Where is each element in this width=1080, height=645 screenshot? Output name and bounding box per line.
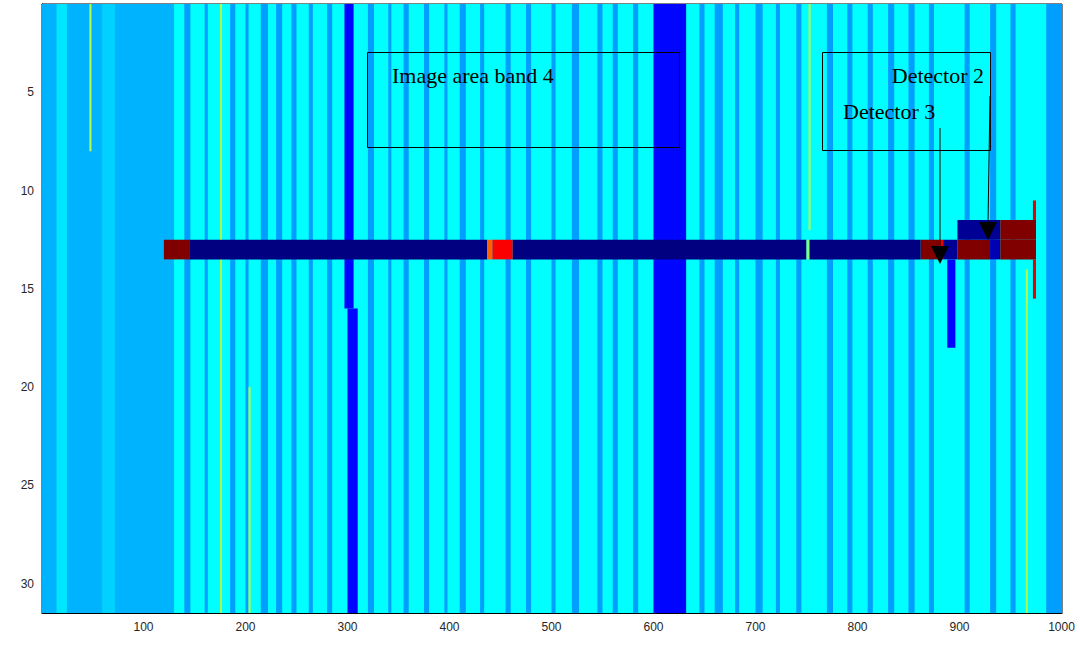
svg-text:800: 800 — [847, 620, 867, 634]
svg-text:1000: 1000 — [1048, 620, 1075, 634]
svg-text:700: 700 — [745, 620, 765, 634]
svg-text:20: 20 — [21, 380, 35, 394]
svg-text:500: 500 — [541, 620, 561, 634]
svg-text:10: 10 — [21, 184, 35, 198]
svg-text:300: 300 — [337, 620, 357, 634]
svg-text:100: 100 — [133, 620, 153, 634]
svg-text:Detector 3: Detector 3 — [843, 99, 935, 124]
svg-text:25: 25 — [21, 478, 35, 492]
svg-text:400: 400 — [439, 620, 459, 634]
svg-text:600: 600 — [643, 620, 663, 634]
svg-text:15: 15 — [21, 282, 35, 296]
svg-text:200: 200 — [235, 620, 255, 634]
svg-text:Image area band 4: Image area band 4 — [392, 63, 554, 88]
svg-text:30: 30 — [21, 577, 35, 591]
svg-text:5: 5 — [27, 85, 34, 99]
svg-text:900: 900 — [949, 620, 969, 634]
svg-text:Detector 2: Detector 2 — [892, 63, 984, 88]
